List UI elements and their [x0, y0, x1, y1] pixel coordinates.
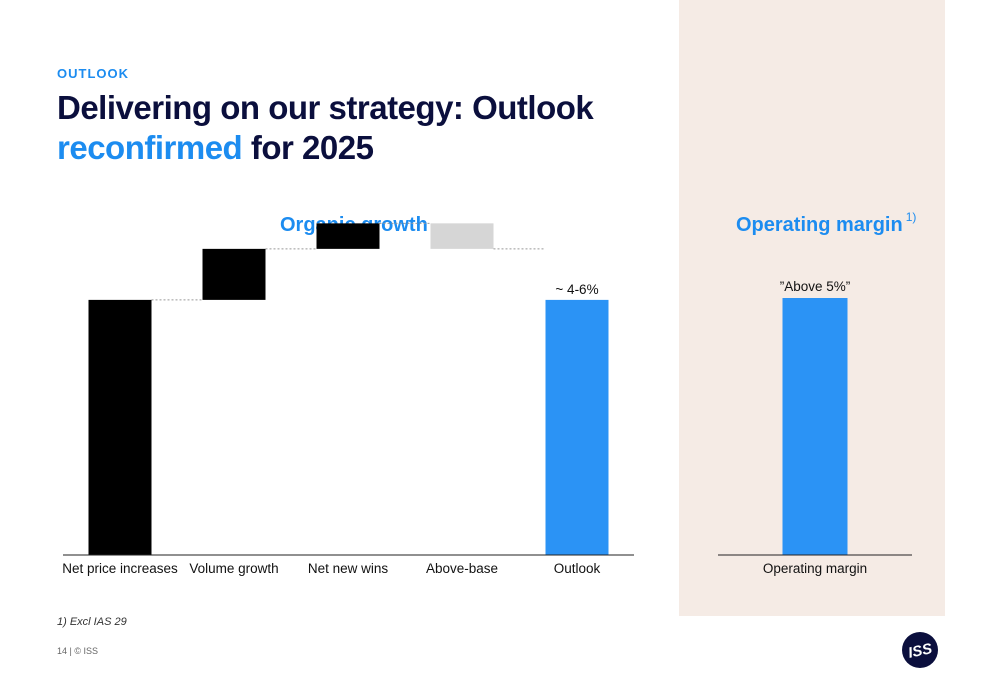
- waterfall-bar: [316, 223, 380, 249]
- category-label: Outlook: [554, 561, 601, 576]
- page-number: 14: [57, 646, 68, 656]
- operating-margin-title: Operating margin 1): [736, 210, 916, 237]
- category-label: Operating margin: [763, 561, 867, 576]
- operating-margin-bar: [782, 298, 848, 555]
- page-title: Delivering on our strategy: Outlook reco…: [57, 88, 594, 168]
- footnote: 1) Excl IAS 29: [57, 616, 127, 628]
- bar-value-label: ”Above 5%”: [780, 279, 851, 294]
- title-highlight: reconfirmed: [57, 129, 243, 166]
- waterfall-bar: [88, 299, 152, 555]
- copyright: © ISS: [74, 646, 99, 656]
- category-label: Net price increases: [62, 561, 178, 576]
- title-line1: Delivering on our strategy: Outlook: [57, 89, 594, 126]
- operating-margin-footnote-ref: 1): [905, 210, 917, 224]
- waterfall-bar: [430, 223, 494, 249]
- bar-value-label: ~ 4-6%: [555, 282, 598, 297]
- waterfall-bar: [545, 299, 609, 555]
- iss-logo-circle: [902, 632, 938, 668]
- footer-separator: |: [69, 646, 72, 656]
- iss-logo: ISS: [902, 632, 938, 668]
- category-label: Net new wins: [308, 561, 389, 576]
- page-footer: 14 | © ISS: [57, 646, 98, 656]
- section-eyebrow: OUTLOOK: [57, 66, 129, 81]
- operating-margin-title-text: Operating margin: [736, 214, 903, 236]
- waterfall-bar: [202, 248, 266, 300]
- iss-logo-text: ISS: [907, 640, 934, 662]
- category-label: Volume growth: [189, 561, 278, 576]
- category-label: Above-base: [426, 561, 498, 576]
- title-rest: for 2025: [242, 129, 374, 166]
